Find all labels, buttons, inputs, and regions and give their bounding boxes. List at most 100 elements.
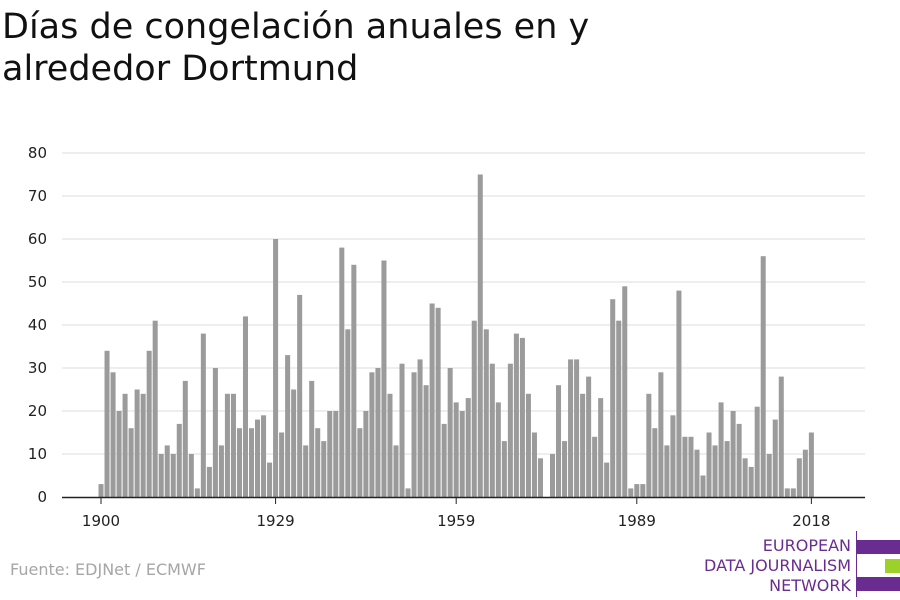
bar-1902 — [110, 372, 116, 497]
bar-1976 — [556, 385, 562, 497]
gridlines — [62, 152, 865, 455]
logo-text-line-2: DATA JOURNALISM — [704, 556, 851, 575]
bar-1917 — [200, 333, 206, 497]
bar-1954 — [423, 385, 429, 497]
bar-1978 — [568, 359, 574, 497]
bar-1962 — [471, 320, 477, 497]
axes: 0 10 20 30 40 50 60 70 80 1900 1929 1959 1989 2018 — [28, 144, 865, 530]
x-tick-label-1959: 1959 — [437, 512, 475, 530]
bar-1930 — [279, 432, 285, 497]
bar-1980 — [580, 393, 586, 497]
bar-1995 — [670, 415, 676, 497]
bar-1945 — [369, 372, 375, 497]
logo-text-line-3: NETWORK — [769, 576, 851, 595]
y-tick-label-80: 80 — [28, 144, 47, 162]
bar-1935 — [309, 380, 315, 497]
bar-1941 — [345, 329, 351, 497]
bar-1925 — [249, 428, 255, 497]
bar-2013 — [778, 376, 784, 497]
bar-2007 — [742, 458, 748, 497]
bar-1919 — [212, 368, 218, 497]
bar-1966 — [495, 402, 501, 497]
bar-1948 — [387, 393, 393, 497]
bar-2014 — [784, 488, 790, 497]
bar-1913 — [176, 423, 182, 497]
bar-1900 — [98, 484, 104, 497]
bar-1992 — [652, 428, 658, 497]
logo-bar-green — [885, 559, 900, 573]
bar-1994 — [664, 445, 670, 497]
bar-2010 — [760, 256, 766, 497]
bar-1996 — [676, 290, 682, 497]
y-tick-label-50: 50 — [28, 273, 47, 291]
bar-1949 — [393, 445, 399, 497]
bar-2015 — [790, 488, 796, 497]
bar-1914 — [182, 380, 188, 497]
bar-2000 — [700, 475, 706, 497]
bar-1906 — [134, 389, 140, 497]
bar-1970 — [519, 337, 525, 497]
bar-1959 — [453, 402, 459, 497]
bar-1979 — [574, 359, 580, 497]
bar-1907 — [140, 393, 146, 497]
bar-1968 — [507, 363, 513, 497]
bar-2005 — [730, 411, 736, 497]
bar-1926 — [255, 419, 261, 497]
bar-1929 — [273, 239, 279, 497]
bar-1956 — [435, 307, 441, 497]
bar-1988 — [628, 488, 634, 497]
bar-2006 — [736, 423, 742, 497]
bar-1973 — [537, 458, 543, 497]
bar-2016 — [796, 458, 802, 497]
bar-1958 — [447, 368, 453, 497]
bar-1971 — [525, 393, 531, 497]
x-tick-label-1989: 1989 — [618, 512, 656, 530]
bar-1998 — [688, 436, 694, 497]
bar-1934 — [303, 445, 309, 497]
bar-1909 — [152, 320, 158, 497]
bar-1927 — [261, 415, 267, 497]
bar-1910 — [158, 454, 164, 497]
bar-1967 — [501, 441, 507, 497]
bar-1946 — [375, 368, 381, 497]
logo-bar-purple-bottom — [856, 577, 900, 591]
bar-1989 — [634, 484, 640, 497]
bar-1986 — [616, 320, 622, 497]
bar-2011 — [766, 454, 772, 497]
logo-text-line-1: EUROPEAN — [762, 536, 851, 555]
bar-1993 — [658, 372, 664, 497]
y-tick-label-0: 0 — [37, 488, 47, 506]
bar-2017 — [802, 449, 808, 497]
bar-1940 — [339, 247, 345, 497]
bar-1928 — [267, 462, 273, 497]
bar-1905 — [128, 428, 134, 497]
bar-1977 — [562, 441, 568, 497]
bar-1961 — [465, 398, 471, 497]
bar-2004 — [724, 441, 730, 497]
bar-1931 — [285, 355, 291, 497]
bar-1922 — [230, 393, 236, 497]
bar-1939 — [333, 411, 339, 497]
bar-1972 — [531, 432, 537, 497]
y-tick-label-30: 30 — [28, 359, 47, 377]
y-tick-label-40: 40 — [28, 316, 47, 334]
edjnet-logo: EUROPEAN DATA JOURNALISM NETWORK — [700, 531, 900, 597]
bar-2008 — [748, 466, 754, 497]
bar-1999 — [694, 449, 700, 497]
bar-1944 — [363, 411, 369, 497]
y-tick-label-20: 20 — [28, 402, 47, 420]
chart-title: Días de congelación anuales en y alreded… — [2, 7, 590, 89]
bar-1933 — [297, 294, 303, 497]
bar-1953 — [417, 359, 423, 497]
bar-1952 — [411, 372, 417, 497]
bar-2009 — [754, 406, 760, 497]
bar-2002 — [712, 445, 718, 497]
bar-1960 — [459, 411, 465, 497]
source-note: Fuente: EDJNet / ECMWF — [10, 560, 206, 579]
bar-1984 — [604, 462, 610, 497]
bar-1912 — [170, 454, 176, 497]
bar-1921 — [224, 393, 230, 497]
bar-1991 — [646, 393, 652, 497]
bar-1901 — [104, 350, 110, 497]
